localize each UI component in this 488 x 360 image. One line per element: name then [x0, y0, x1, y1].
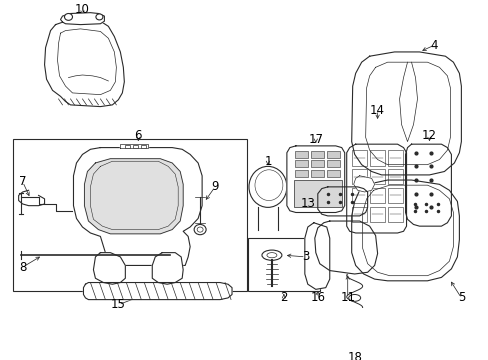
Polygon shape: [286, 146, 344, 212]
Text: 5: 5: [457, 291, 464, 305]
Polygon shape: [152, 253, 183, 284]
Text: 15: 15: [111, 298, 125, 311]
Text: 13: 13: [300, 197, 315, 211]
Bar: [133, 145, 138, 148]
Bar: [310, 161, 323, 167]
Circle shape: [194, 224, 205, 235]
Bar: [247, 238, 319, 291]
Text: 9: 9: [211, 180, 219, 193]
Polygon shape: [93, 253, 125, 284]
Bar: [294, 161, 307, 167]
Polygon shape: [346, 144, 406, 233]
Polygon shape: [317, 187, 367, 216]
Bar: [369, 207, 384, 222]
Ellipse shape: [266, 253, 276, 258]
Bar: [351, 150, 366, 166]
Bar: [387, 207, 402, 222]
Text: 4: 4: [430, 39, 437, 51]
Bar: [369, 150, 384, 166]
Polygon shape: [84, 159, 183, 234]
Text: 12: 12: [421, 129, 436, 142]
Bar: [351, 207, 366, 222]
Text: 2: 2: [280, 291, 287, 305]
Bar: [351, 169, 366, 184]
Text: 10: 10: [75, 3, 90, 16]
Bar: [351, 188, 366, 203]
Circle shape: [197, 227, 203, 232]
Polygon shape: [44, 19, 124, 107]
Bar: [369, 188, 384, 203]
Ellipse shape: [248, 166, 286, 207]
Text: 8: 8: [19, 261, 26, 274]
Bar: [369, 169, 384, 184]
Bar: [294, 170, 307, 177]
Polygon shape: [353, 176, 374, 192]
Polygon shape: [73, 148, 202, 265]
Bar: [326, 161, 339, 167]
Circle shape: [96, 14, 102, 20]
Ellipse shape: [262, 250, 281, 260]
Polygon shape: [314, 221, 377, 274]
Ellipse shape: [348, 294, 360, 301]
Text: 1: 1: [264, 155, 271, 168]
Polygon shape: [304, 223, 329, 289]
Text: 6: 6: [134, 129, 142, 142]
Text: 3: 3: [302, 251, 309, 264]
Bar: [387, 150, 402, 166]
Text: 11: 11: [340, 291, 354, 305]
Polygon shape: [351, 180, 458, 281]
Bar: [13, 139, 246, 291]
Polygon shape: [120, 144, 148, 148]
Text: 16: 16: [310, 291, 325, 305]
Bar: [326, 151, 339, 158]
Bar: [125, 145, 130, 148]
Text: 17: 17: [307, 132, 323, 145]
Bar: [387, 169, 402, 184]
Polygon shape: [83, 283, 232, 300]
Bar: [310, 170, 323, 177]
Bar: [141, 145, 146, 148]
Text: 7: 7: [19, 175, 26, 188]
Bar: [294, 151, 307, 158]
Bar: [293, 180, 341, 207]
Polygon shape: [405, 144, 450, 226]
Circle shape: [64, 14, 72, 20]
Bar: [310, 151, 323, 158]
Polygon shape: [61, 13, 104, 24]
Text: 18: 18: [346, 351, 362, 360]
Bar: [387, 188, 402, 203]
Bar: [326, 170, 339, 177]
Text: 14: 14: [369, 104, 385, 117]
Polygon shape: [351, 52, 461, 175]
